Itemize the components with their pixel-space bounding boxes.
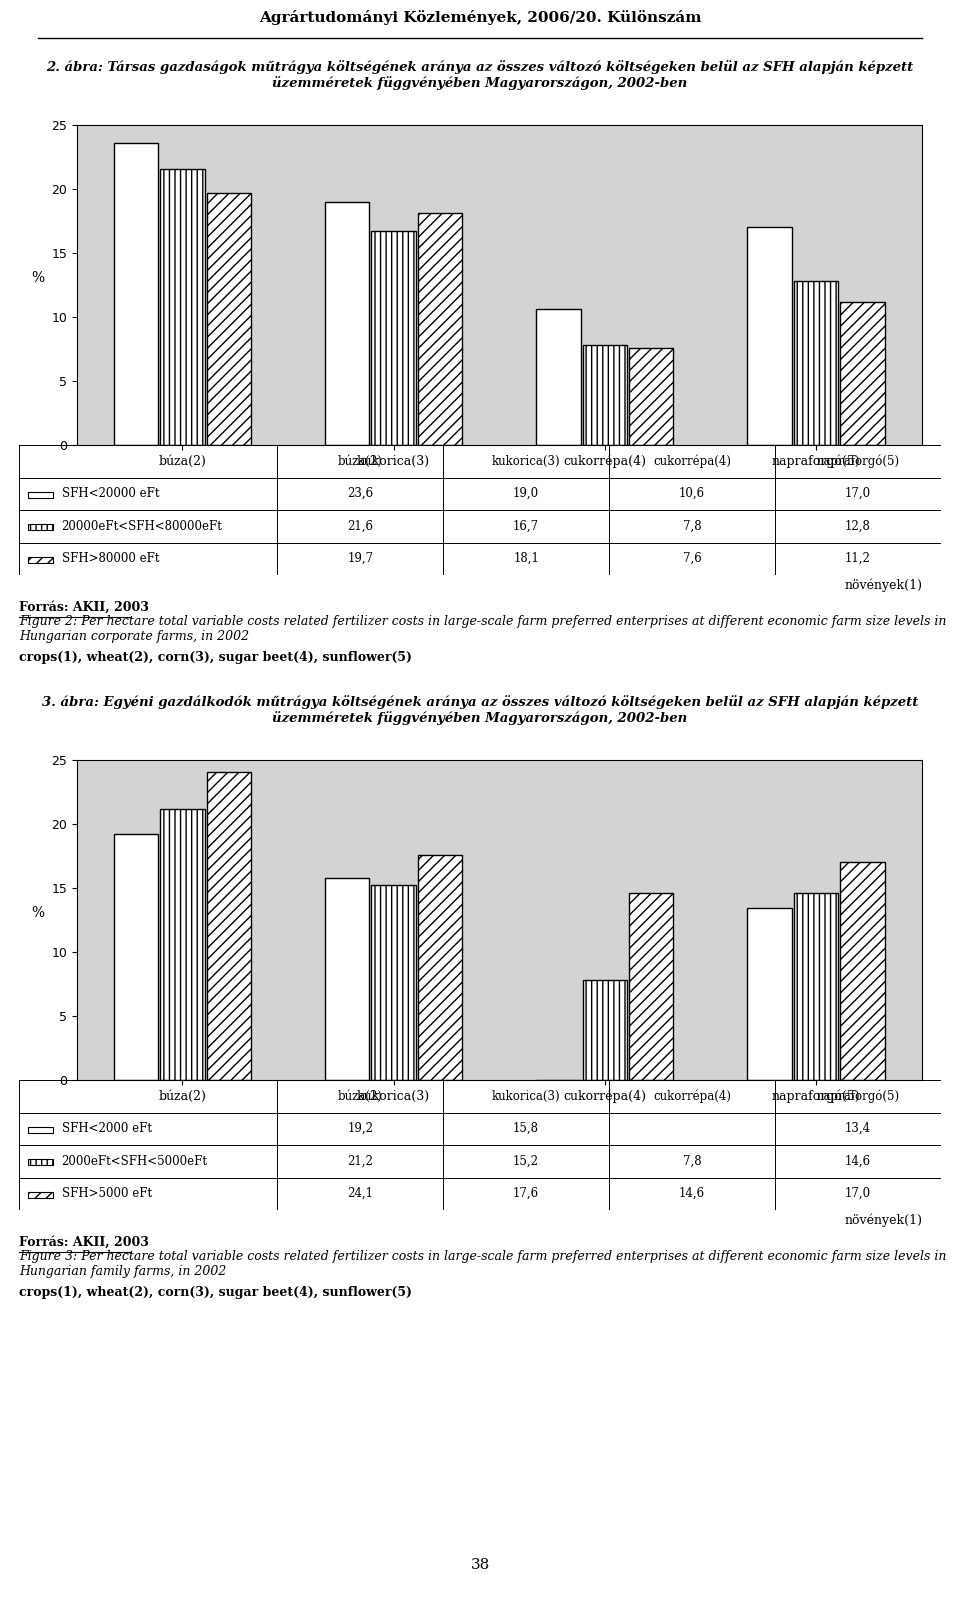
Bar bbox=[206, 772, 252, 1080]
Bar bbox=[160, 809, 204, 1080]
Bar bbox=[113, 143, 158, 445]
Bar bbox=[747, 908, 792, 1080]
Text: napraforgó(5): napraforgó(5) bbox=[816, 1090, 900, 1103]
Bar bbox=[324, 878, 370, 1080]
Y-axis label: %: % bbox=[31, 905, 44, 920]
Text: napraforgó(5): napraforgó(5) bbox=[816, 454, 900, 469]
Text: 12,8: 12,8 bbox=[845, 520, 871, 533]
Bar bbox=[418, 213, 462, 445]
Text: Figure 3: Per hectare total variable costs related fertilizer costs in large-sca: Figure 3: Per hectare total variable cos… bbox=[19, 1250, 947, 1278]
FancyBboxPatch shape bbox=[29, 491, 54, 498]
Text: 19,0: 19,0 bbox=[513, 488, 540, 501]
FancyBboxPatch shape bbox=[29, 1127, 54, 1133]
Text: 19,7: 19,7 bbox=[348, 552, 373, 565]
Text: búza(2): búza(2) bbox=[338, 1090, 383, 1103]
Text: 10,6: 10,6 bbox=[679, 488, 705, 501]
FancyBboxPatch shape bbox=[29, 1193, 54, 1197]
Text: 24,1: 24,1 bbox=[348, 1188, 373, 1201]
Bar bbox=[794, 281, 838, 445]
Text: 15,8: 15,8 bbox=[513, 1122, 540, 1135]
Text: SFH<20000 eFt: SFH<20000 eFt bbox=[61, 488, 159, 501]
Text: 2000eFt<SFH<5000eFt: 2000eFt<SFH<5000eFt bbox=[61, 1154, 207, 1168]
Text: 13,4: 13,4 bbox=[845, 1122, 871, 1135]
Text: 15,2: 15,2 bbox=[513, 1154, 540, 1168]
Text: 3. ábra: Egyéni gazdálkodók műtrágya költségének aránya az összes változó költsé: 3. ábra: Egyéni gazdálkodók műtrágya köl… bbox=[42, 695, 918, 725]
Text: crops(1), wheat(2), corn(3), sugar beet(4), sunflower(5): crops(1), wheat(2), corn(3), sugar beet(… bbox=[19, 1286, 412, 1298]
Text: 7,8: 7,8 bbox=[683, 520, 702, 533]
Text: 18,1: 18,1 bbox=[514, 552, 539, 565]
Text: 21,6: 21,6 bbox=[348, 520, 373, 533]
Y-axis label: %: % bbox=[31, 271, 44, 286]
Bar bbox=[160, 169, 204, 445]
Bar bbox=[536, 310, 581, 445]
Text: 23,6: 23,6 bbox=[348, 488, 373, 501]
Text: cukorrépa(4): cukorrépa(4) bbox=[653, 1090, 731, 1103]
Bar bbox=[747, 228, 792, 445]
Text: cukorrépa(4): cukorrépa(4) bbox=[653, 454, 731, 469]
Text: 38: 38 bbox=[470, 1558, 490, 1571]
Text: SFH<2000 eFt: SFH<2000 eFt bbox=[61, 1122, 152, 1135]
Text: 20000eFt<SFH<80000eFt: 20000eFt<SFH<80000eFt bbox=[61, 520, 223, 533]
Bar bbox=[840, 302, 885, 445]
Bar bbox=[324, 202, 370, 445]
Text: 7,8: 7,8 bbox=[683, 1154, 702, 1168]
Bar bbox=[583, 981, 627, 1080]
Text: 21,2: 21,2 bbox=[348, 1154, 373, 1168]
Text: növények(1): növények(1) bbox=[845, 1213, 923, 1226]
Text: Forrás: AKII, 2003: Forrás: AKII, 2003 bbox=[19, 600, 149, 615]
Text: 17,0: 17,0 bbox=[845, 488, 871, 501]
Text: 2. ábra: Társas gazdaságok műtrágya költségének aránya az összes változó költség: 2. ábra: Társas gazdaságok műtrágya költ… bbox=[46, 61, 914, 90]
Bar bbox=[418, 855, 462, 1080]
Text: SFH>5000 eFt: SFH>5000 eFt bbox=[61, 1188, 152, 1201]
Text: 17,0: 17,0 bbox=[845, 1188, 871, 1201]
Text: SFH>80000 eFt: SFH>80000 eFt bbox=[61, 552, 159, 565]
Text: búza(2): búza(2) bbox=[338, 454, 383, 467]
Text: 17,6: 17,6 bbox=[513, 1188, 540, 1201]
Text: 14,6: 14,6 bbox=[679, 1188, 705, 1201]
Text: Forrás: AKII, 2003: Forrás: AKII, 2003 bbox=[19, 1236, 149, 1249]
Bar bbox=[583, 345, 627, 445]
Text: kukorica(3): kukorica(3) bbox=[492, 1090, 561, 1103]
Text: 14,6: 14,6 bbox=[845, 1154, 871, 1168]
Bar bbox=[794, 892, 838, 1080]
Text: 19,2: 19,2 bbox=[348, 1122, 373, 1135]
Text: 16,7: 16,7 bbox=[513, 520, 540, 533]
Bar bbox=[629, 348, 673, 445]
FancyBboxPatch shape bbox=[29, 1159, 54, 1165]
FancyBboxPatch shape bbox=[29, 557, 54, 563]
Bar bbox=[372, 886, 416, 1080]
Text: crops(1), wheat(2), corn(3), sugar beet(4), sunflower(5): crops(1), wheat(2), corn(3), sugar beet(… bbox=[19, 650, 412, 664]
Text: növények(1): növények(1) bbox=[845, 578, 923, 592]
Text: 7,6: 7,6 bbox=[683, 552, 702, 565]
Bar bbox=[206, 193, 252, 445]
Bar bbox=[113, 835, 158, 1080]
Bar bbox=[372, 231, 416, 445]
Text: kukorica(3): kukorica(3) bbox=[492, 454, 561, 467]
Text: Agrártudományi Közlemények, 2006/20. Különszám: Agrártudományi Közlemények, 2006/20. Kül… bbox=[259, 10, 701, 26]
Text: Figure 2: Per hectare total variable costs related fertilizer costs in large-sca: Figure 2: Per hectare total variable cos… bbox=[19, 615, 947, 644]
FancyBboxPatch shape bbox=[29, 525, 54, 530]
Bar bbox=[629, 892, 673, 1080]
Text: 11,2: 11,2 bbox=[845, 552, 871, 565]
Bar bbox=[840, 862, 885, 1080]
